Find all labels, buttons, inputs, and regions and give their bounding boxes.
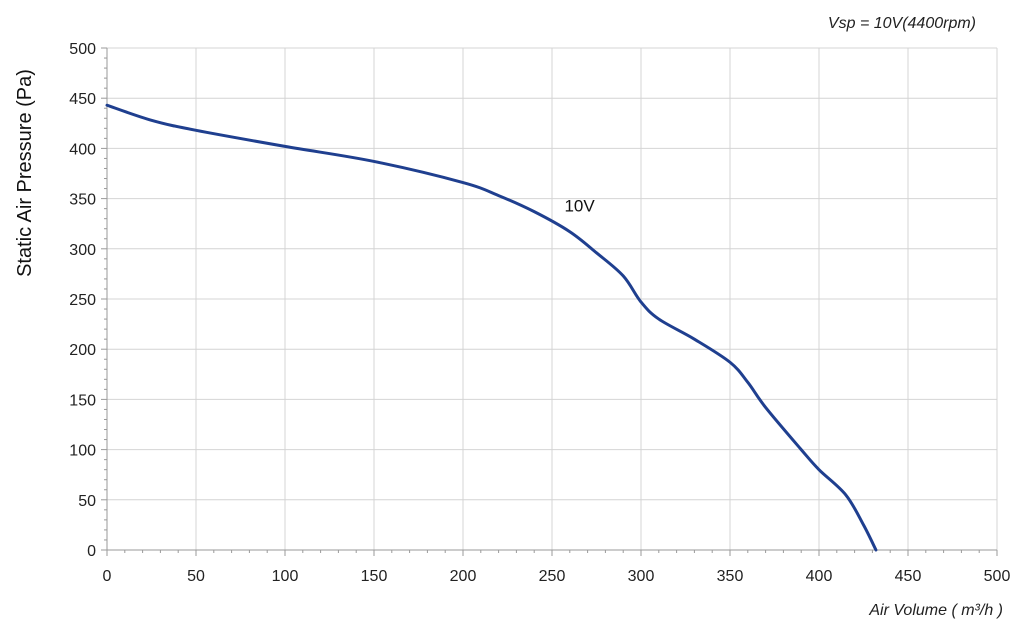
x-tick-label: 450 xyxy=(895,568,922,585)
x-tick-label: 400 xyxy=(806,568,833,585)
x-axis-title: Air Volume ( m³/h ) xyxy=(868,602,1003,619)
y-tick-label: 200 xyxy=(69,342,96,359)
y-tick-label: 50 xyxy=(78,493,96,510)
y-tick-label: 150 xyxy=(69,392,96,409)
x-tick-label: 250 xyxy=(539,568,566,585)
x-tick-label: 0 xyxy=(103,568,112,585)
y-tick-label: 0 xyxy=(87,543,96,560)
axes xyxy=(101,47,998,556)
y-tick-label: 300 xyxy=(69,242,96,259)
tick-labels: 0 50 100 150 200 250 300 350 400 450 500 0 50 100 150 2… xyxy=(69,41,1010,585)
y-tick-label: 100 xyxy=(69,443,96,460)
y-tick-label: 400 xyxy=(69,141,96,158)
x-tick-label: 350 xyxy=(717,568,744,585)
grid xyxy=(106,47,998,551)
x-tick-label: 50 xyxy=(187,568,205,585)
y-tick-label: 250 xyxy=(69,292,96,309)
x-tick-label: 500 xyxy=(984,568,1011,585)
y-axis-title: Static Air Pressure (Pa) xyxy=(14,69,36,277)
series-line-10v xyxy=(105,103,878,552)
chart-annotation: Vsp = 10V(4400rpm) xyxy=(828,15,976,32)
x-tick-label: 150 xyxy=(361,568,388,585)
series-layer: 10V xyxy=(105,103,878,552)
x-tick-label: 300 xyxy=(628,568,655,585)
y-tick-label: 350 xyxy=(69,192,96,209)
series-label-10v: 10V xyxy=(564,197,595,216)
y-tick-label: 500 xyxy=(69,41,96,58)
y-tick-label: 450 xyxy=(69,91,96,108)
x-tick-label: 100 xyxy=(272,568,299,585)
x-tick-label: 200 xyxy=(450,568,477,585)
